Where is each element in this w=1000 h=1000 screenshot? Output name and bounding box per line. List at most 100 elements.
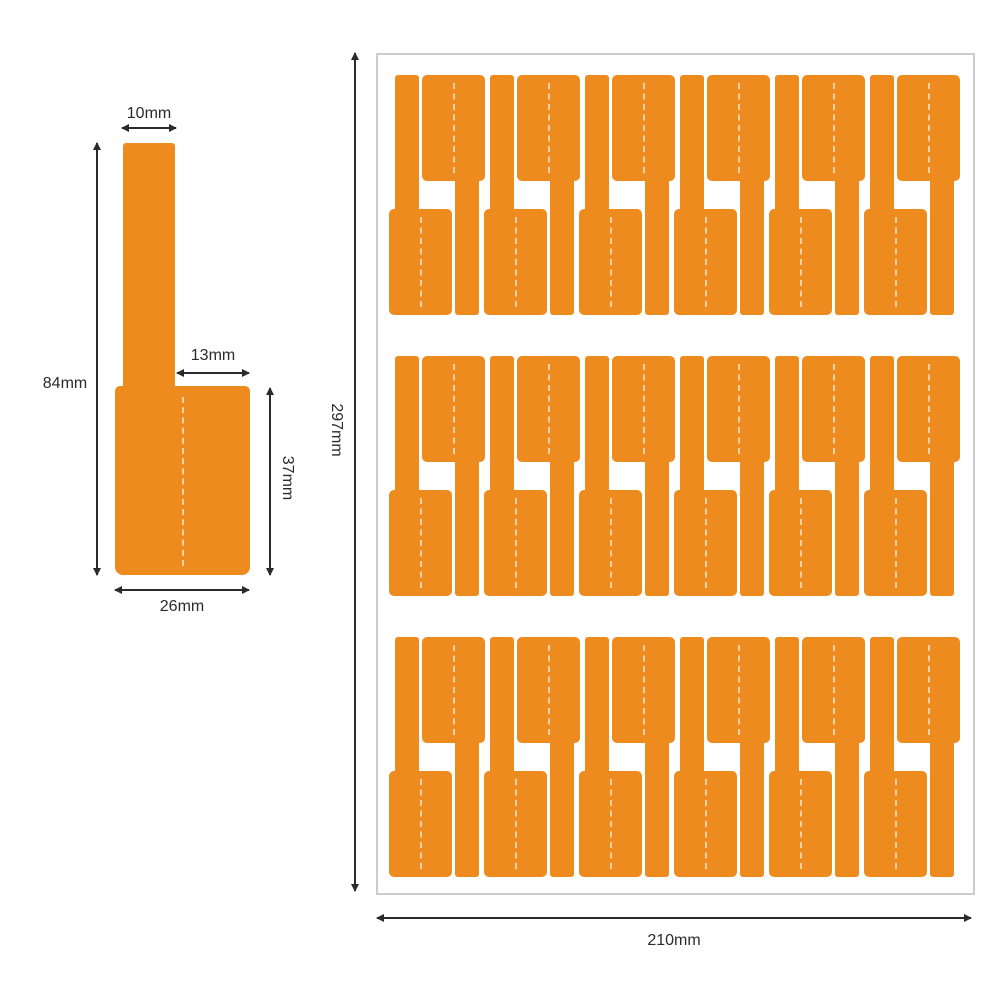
label-upright-strip <box>870 637 894 774</box>
label-inverted-strip <box>550 178 574 315</box>
label-upright-body <box>389 771 452 877</box>
fold-dash-line <box>832 364 835 454</box>
single-label-strip <box>123 143 175 388</box>
label-upright-body <box>864 490 927 596</box>
label-upright-body <box>864 209 927 315</box>
fold-dash-line <box>642 364 645 454</box>
label-inverted-strip <box>930 459 954 596</box>
label-inverted-body <box>802 75 865 181</box>
fold-dash-line <box>452 645 455 735</box>
fold-dash-line <box>927 83 930 173</box>
label-inverted-strip <box>455 459 479 596</box>
fold-dash-line <box>609 498 612 588</box>
fold-dash-line <box>894 217 897 307</box>
label-upright-body <box>864 771 927 877</box>
fold-dash-line <box>799 779 802 869</box>
label-inverted-body <box>897 356 960 462</box>
fold-dash-line <box>419 217 422 307</box>
label-inverted-body <box>707 75 770 181</box>
label-sheet <box>376 53 975 895</box>
label-upright-body <box>484 771 547 877</box>
label-upright-body <box>769 490 832 596</box>
fold-dash-line <box>737 645 740 735</box>
fold-dash-line <box>609 217 612 307</box>
dim-body-height-label: 37mm <box>279 455 296 501</box>
fold-dash-line <box>927 364 930 454</box>
sheet-row <box>378 637 973 877</box>
label-inverted-strip <box>835 178 859 315</box>
fold-dash-line <box>799 217 802 307</box>
label-inverted-body <box>422 356 485 462</box>
dim-total-height-arrow <box>93 142 100 576</box>
label-upright-strip <box>775 356 799 493</box>
fold-dash-line <box>514 779 517 869</box>
label-upright-strip <box>870 356 894 493</box>
label-upright-body <box>389 490 452 596</box>
dim-body-height-arrow <box>266 387 273 576</box>
dim-strip-width-arrow <box>121 124 177 131</box>
dim-sheet-height-arrow <box>351 52 358 892</box>
label-inverted-body <box>897 637 960 743</box>
label-inverted-body <box>612 637 675 743</box>
label-upright-strip <box>490 75 514 212</box>
dim-sheet-width-label: 210mm <box>647 932 701 949</box>
label-inverted-body <box>422 637 485 743</box>
fold-dash-line <box>832 645 835 735</box>
fold-dash-line <box>642 645 645 735</box>
fold-dash-line <box>704 779 707 869</box>
label-upright-strip <box>680 75 704 212</box>
label-inverted-strip <box>835 459 859 596</box>
label-inverted-body <box>612 75 675 181</box>
single-label-figure: 10mm 84mm 13mm 37mm 26mm <box>0 0 330 660</box>
fold-dash-line <box>894 498 897 588</box>
label-upright-body <box>674 209 737 315</box>
fold-dash-line <box>737 364 740 454</box>
label-inverted-body <box>517 75 580 181</box>
label-inverted-strip <box>645 740 669 877</box>
label-upright-strip <box>585 75 609 212</box>
label-upright-body <box>674 771 737 877</box>
fold-dash-line <box>547 364 550 454</box>
fold-dash-line <box>704 217 707 307</box>
fold-dash-line <box>642 83 645 173</box>
label-upright-strip <box>395 75 419 212</box>
dim-body-width-label: 26mm <box>159 598 205 615</box>
fold-dash-line <box>547 645 550 735</box>
fold-dash-line <box>704 498 707 588</box>
fold-dash-line <box>452 364 455 454</box>
sheet-row <box>378 75 973 315</box>
label-inverted-strip <box>455 740 479 877</box>
label-upright-strip <box>395 637 419 774</box>
dim-strip-width-label: 10mm <box>126 105 172 122</box>
label-upright-strip <box>490 637 514 774</box>
fold-dash-line <box>927 645 930 735</box>
label-upright-body <box>484 209 547 315</box>
label-upright-body <box>579 209 642 315</box>
label-inverted-body <box>517 356 580 462</box>
label-upright-strip <box>680 637 704 774</box>
dim-total-height-label: 84mm <box>42 375 88 392</box>
label-inverted-body <box>707 637 770 743</box>
single-label-body <box>115 386 250 575</box>
label-upright-body <box>389 209 452 315</box>
label-upright-strip <box>775 75 799 212</box>
label-upright-strip <box>870 75 894 212</box>
label-inverted-strip <box>645 178 669 315</box>
label-inverted-body <box>707 356 770 462</box>
fold-dash-line <box>737 83 740 173</box>
label-upright-strip <box>775 637 799 774</box>
single-label-fold-line <box>181 397 184 566</box>
fold-dash-line <box>419 498 422 588</box>
fold-dash-line <box>609 779 612 869</box>
label-upright-strip <box>585 637 609 774</box>
label-inverted-strip <box>930 740 954 877</box>
label-upright-body <box>769 771 832 877</box>
dim-notch-width-label: 13mm <box>190 347 236 364</box>
label-upright-body <box>579 490 642 596</box>
label-inverted-strip <box>835 740 859 877</box>
label-inverted-strip <box>930 178 954 315</box>
label-inverted-body <box>422 75 485 181</box>
fold-dash-line <box>547 83 550 173</box>
dim-sheet-width-arrow <box>376 914 972 921</box>
fold-dash-line <box>419 779 422 869</box>
